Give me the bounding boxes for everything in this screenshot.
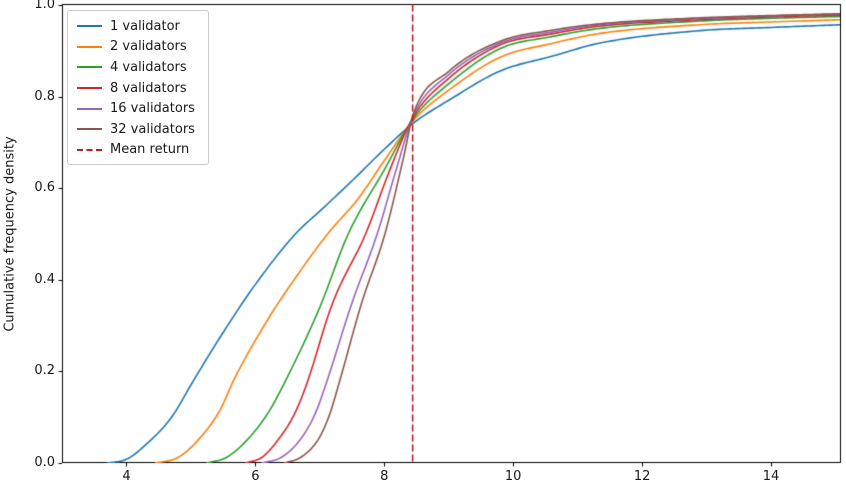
- legend-line-swatch: [77, 25, 102, 28]
- legend-item-label: 1 validator: [110, 18, 180, 34]
- y-tick-label: 1.0: [34, 0, 55, 12]
- legend-item-label: Mean return: [110, 142, 190, 158]
- x-tick-label: 6: [251, 469, 260, 484]
- y-tick-label: 0.4: [34, 271, 55, 287]
- legend-item: 32 validators: [68, 119, 208, 140]
- legend-item-label: 8 validators: [110, 80, 187, 96]
- legend-line-swatch: [77, 45, 102, 48]
- legend-line-swatch: [77, 87, 102, 90]
- x-tick-label: 4: [122, 469, 131, 484]
- legend-item-label: 4 validators: [110, 59, 187, 75]
- legend-line-swatch: [77, 107, 102, 110]
- legend-item: 2 validators: [68, 37, 208, 58]
- x-tick-label: 10: [504, 469, 522, 484]
- legend-item: 1 validator: [68, 16, 208, 37]
- legend-item: 8 validators: [68, 78, 208, 99]
- legend-item: Mean return: [68, 140, 208, 161]
- legend-item-label: 2 validators: [110, 39, 187, 55]
- y-tick-label: 0.2: [34, 363, 55, 379]
- y-tick-label: 0.8: [34, 88, 55, 104]
- legend-item-label: 32 validators: [110, 121, 195, 137]
- legend-dashed-line-swatch: [77, 148, 102, 151]
- legend-item-label: 16 validators: [110, 101, 195, 117]
- x-tick-label: 12: [633, 469, 651, 484]
- legend-item: 4 validators: [68, 57, 208, 78]
- legend-line-swatch: [77, 128, 102, 131]
- legend-line-swatch: [77, 66, 102, 69]
- legend-item: 16 validators: [68, 98, 208, 119]
- y-tick-label: 0.6: [34, 180, 55, 196]
- y-axis-label: Cumulative frequency density: [2, 136, 18, 332]
- legend: 1 validator 2 validators 4 validators 8 val…: [67, 10, 209, 166]
- y-tick-label: 0.0: [34, 455, 55, 470]
- x-tick-label: 14: [762, 469, 780, 484]
- x-tick-label: 8: [380, 469, 389, 484]
